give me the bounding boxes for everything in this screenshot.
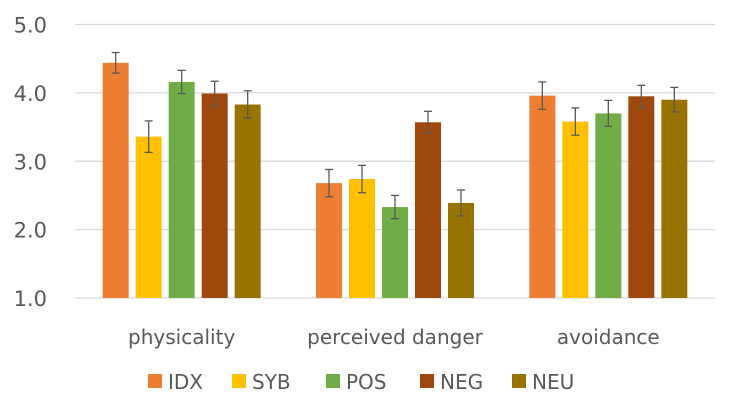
error-bar	[210, 80, 219, 107]
bar-syb	[135, 136, 162, 298]
error-bar	[177, 69, 186, 95]
x-axis-categories: physicality perceived danger avoidance	[128, 325, 660, 349]
bars	[102, 62, 688, 299]
error-bar	[670, 86, 679, 113]
category-label: perceived danger	[307, 325, 483, 349]
legend-label: NEG	[440, 370, 483, 394]
bar-neg	[415, 122, 441, 299]
bar-neg	[628, 96, 655, 298]
legend-swatch	[420, 374, 434, 388]
error-bar	[571, 107, 580, 136]
y-tick-label: 3.0	[14, 150, 47, 174]
error-bar	[604, 99, 613, 128]
bar-neg	[201, 93, 228, 298]
bar-pos	[168, 81, 195, 298]
legend-swatch	[326, 374, 340, 388]
y-tick-label: 1.0	[14, 287, 47, 311]
bar-idx	[102, 62, 129, 298]
legend: IDX SYB POS NEG NEU	[148, 370, 574, 394]
error-bar	[457, 189, 465, 217]
error-bar	[325, 168, 333, 198]
bar-pos	[595, 113, 622, 298]
error-bar	[538, 81, 547, 110]
bar-syb	[562, 121, 589, 298]
legend-label: SYB	[252, 370, 291, 394]
error-bars	[111, 51, 679, 220]
bar-syb	[349, 179, 375, 298]
bar-neu	[661, 99, 688, 299]
bar-neu	[234, 104, 261, 298]
legend-swatch	[512, 374, 526, 388]
legend-label: NEU	[532, 370, 574, 394]
y-tick-label: 4.0	[14, 82, 47, 106]
error-bar	[637, 84, 646, 108]
legend-label: IDX	[168, 370, 203, 394]
category-label: avoidance	[557, 325, 660, 349]
legend-item: NEG	[420, 370, 483, 394]
bar-idx	[316, 183, 342, 298]
legend-item: POS	[326, 370, 387, 394]
bar-idx	[529, 95, 556, 298]
legend-swatch	[232, 374, 246, 388]
y-tick-label: 2.0	[14, 219, 47, 243]
legend-item: NEU	[512, 370, 574, 394]
error-bar	[144, 120, 153, 154]
legend-item: IDX	[148, 370, 203, 394]
error-bar	[391, 194, 399, 220]
error-bar	[243, 90, 252, 119]
error-bar	[358, 164, 366, 194]
y-tick-label: 5.0	[14, 14, 47, 38]
error-bar	[424, 110, 432, 134]
legend-swatch	[148, 374, 162, 388]
category-label: physicality	[128, 325, 235, 349]
legend-label: POS	[346, 370, 387, 394]
legend-item: SYB	[232, 370, 291, 394]
bar-neu	[448, 202, 474, 298]
error-bar	[111, 51, 120, 74]
bar-pos	[382, 207, 408, 298]
y-axis-ticks: 1.0 2.0 3.0 4.0 5.0	[14, 14, 47, 312]
